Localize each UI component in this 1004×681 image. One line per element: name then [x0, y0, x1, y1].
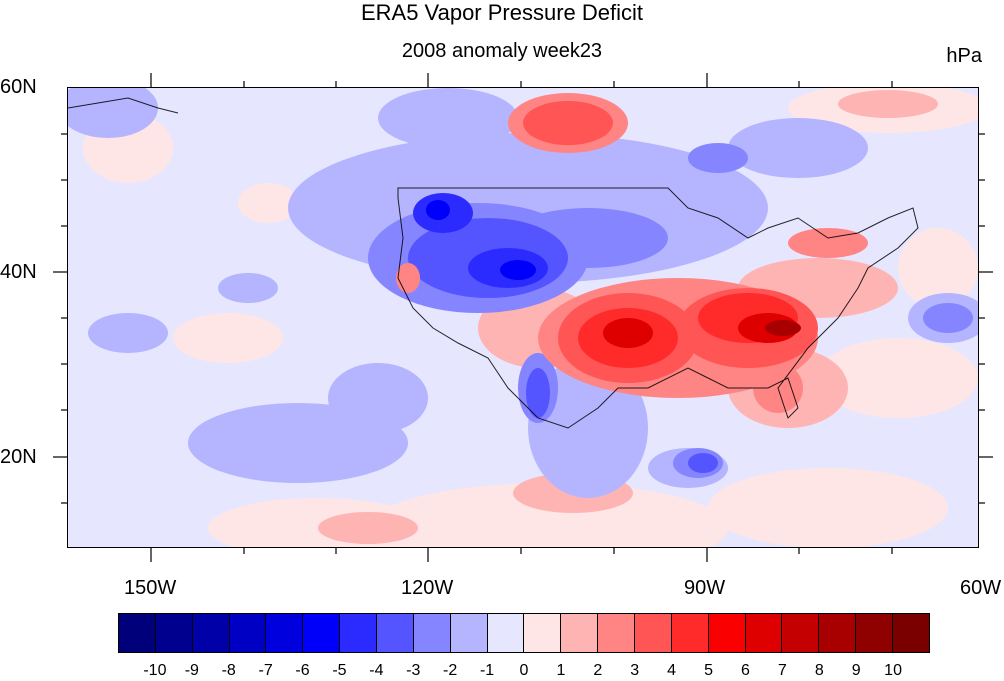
map-subtitle: 2008 anomaly week23 [401, 40, 603, 62]
colorbar-box [303, 614, 341, 652]
colorbar-tick-label: 7 [777, 662, 787, 679]
lon-label-150w: 150W [124, 577, 177, 599]
colorbar-box [524, 614, 562, 652]
map-title: ERA5 Vapor Pressure Deficit [360, 0, 644, 25]
colorbar-tick-label: -3 [406, 662, 421, 679]
colorbar-tick-label: -1 [479, 662, 495, 679]
positive-patches-7 [765, 320, 801, 336]
colorbar-box [450, 614, 488, 652]
colorbar-tick-label: 4 [667, 662, 677, 679]
negative-patches-5 [426, 200, 536, 280]
colorbar-tick-label: -5 [332, 662, 347, 679]
colorbar-tick-label: 10 [884, 662, 902, 679]
colorbar-box [671, 614, 709, 652]
lon-label-60w: 60W [960, 577, 1002, 599]
colorbar-tick-label: 6 [741, 662, 750, 679]
colorbar-tick-label: -6 [295, 662, 310, 679]
colorbar-box [598, 614, 636, 652]
colorbar-box [819, 614, 857, 652]
colorbar-tick-label: 1 [556, 662, 566, 679]
colorbar-tick-label: -9 [184, 662, 199, 679]
colorbar-tick-label: -10 [143, 662, 167, 679]
colorbar-tick-label: -2 [443, 662, 458, 679]
lat-label-60n: 60N [0, 76, 37, 98]
colorbar-box [745, 614, 783, 652]
lon-label-90w: 90W [684, 577, 726, 599]
lat-label-20n: 20N [0, 446, 37, 468]
colorbar-tick-label: -7 [258, 662, 273, 679]
lon-label-120w: 120W [401, 577, 454, 599]
colorbar-box [155, 614, 193, 652]
colorbar-labels: -10 -9 -8 -7 -6 -5 -4 -3 -2 -1 0 1 2 3 4 5 6 7 8 9 10 [118, 662, 930, 680]
colorbar-box [266, 614, 304, 652]
colorbar-tick-label: 5 [704, 662, 713, 679]
colorbar [118, 613, 930, 653]
colorbar-box [708, 614, 746, 652]
lat-label-40n: 40N [0, 261, 37, 283]
colorbar-tick-label: -8 [221, 662, 236, 679]
colorbar-tick-label: 3 [630, 662, 640, 679]
coastlines [68, 97, 919, 429]
colorbar-box [119, 614, 156, 652]
colorbar-box [782, 614, 820, 652]
units-label: hPa [946, 45, 982, 67]
colorbar-box [893, 614, 929, 652]
anomaly-field [68, 88, 978, 547]
colorbar-tick-label: -4 [369, 662, 384, 679]
colorbar-tick-label: 9 [851, 662, 861, 679]
colorbar-box [561, 614, 599, 652]
colorbar-tick-label: 2 [593, 662, 603, 679]
colorbar-box [340, 614, 378, 652]
colorbar-box [192, 614, 230, 652]
colorbar-box [856, 614, 894, 652]
colorbar-box [377, 614, 414, 652]
colorbar-box [487, 614, 525, 652]
colorbar-box [229, 614, 267, 652]
map-plot-area [67, 87, 979, 548]
colorbar-tick-label: 0 [519, 662, 529, 679]
colorbar-box [413, 614, 451, 652]
colorbar-tick-label: 8 [814, 662, 824, 679]
colorbar-box [635, 614, 672, 652]
